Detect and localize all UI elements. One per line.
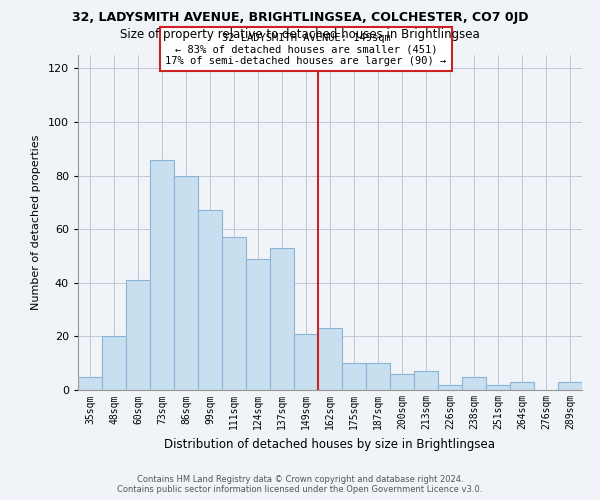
Bar: [438, 384, 462, 390]
Bar: [126, 280, 150, 390]
Bar: [342, 363, 366, 390]
Bar: [486, 384, 510, 390]
Bar: [222, 237, 246, 390]
Bar: [294, 334, 318, 390]
Bar: [414, 371, 438, 390]
Text: Contains HM Land Registry data © Crown copyright and database right 2024.
Contai: Contains HM Land Registry data © Crown c…: [118, 474, 482, 494]
Bar: [390, 374, 414, 390]
Bar: [270, 248, 294, 390]
Bar: [462, 376, 486, 390]
X-axis label: Distribution of detached houses by size in Brightlingsea: Distribution of detached houses by size …: [164, 438, 496, 451]
Bar: [174, 176, 198, 390]
Text: 32, LADYSMITH AVENUE, BRIGHTLINGSEA, COLCHESTER, CO7 0JD: 32, LADYSMITH AVENUE, BRIGHTLINGSEA, COL…: [72, 11, 528, 24]
Bar: [150, 160, 174, 390]
Bar: [246, 258, 270, 390]
Bar: [102, 336, 126, 390]
Y-axis label: Number of detached properties: Number of detached properties: [31, 135, 41, 310]
Bar: [366, 363, 390, 390]
Bar: [318, 328, 342, 390]
Text: 32 LADYSMITH AVENUE: 149sqm
← 83% of detached houses are smaller (451)
17% of se: 32 LADYSMITH AVENUE: 149sqm ← 83% of det…: [166, 32, 446, 66]
Bar: [198, 210, 222, 390]
Bar: [78, 376, 102, 390]
Bar: [558, 382, 582, 390]
Bar: [510, 382, 534, 390]
Text: Size of property relative to detached houses in Brightlingsea: Size of property relative to detached ho…: [120, 28, 480, 41]
